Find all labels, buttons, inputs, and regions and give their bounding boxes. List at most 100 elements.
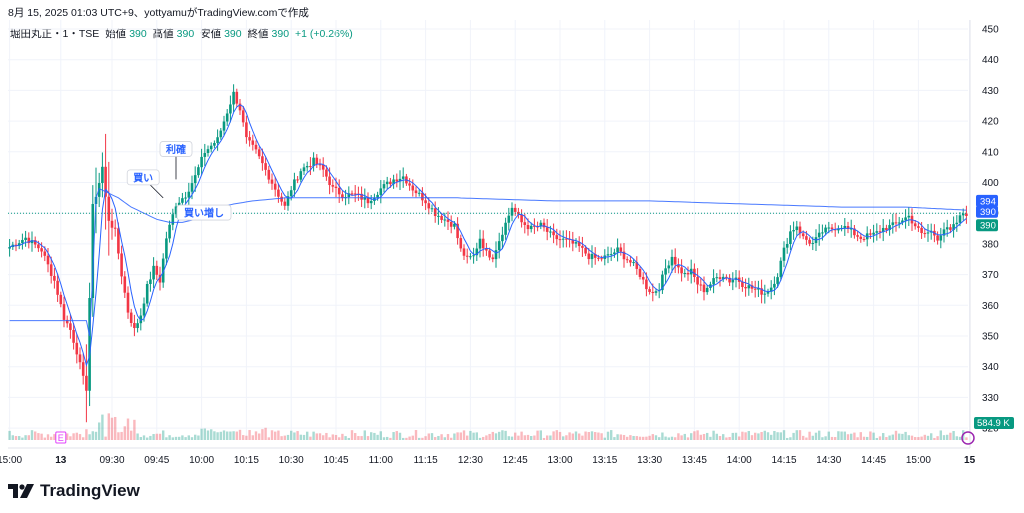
- volume-bar: [498, 431, 501, 440]
- volume-bar: [142, 435, 146, 440]
- volume-bar: [174, 436, 178, 440]
- volume-bar: [459, 432, 462, 440]
- volume-bar: [418, 437, 421, 440]
- symbol-legend[interactable]: 堀田丸正・1・TSE 始値 390 高値 390 安値 390 終値 390 +1 (+…: [10, 26, 356, 41]
- candle-body: [680, 267, 683, 274]
- tradingview-logo[interactable]: TradingView: [8, 481, 140, 501]
- volume-bar: [322, 435, 325, 440]
- candle-body: [277, 189, 280, 197]
- earnings-marker-bg: [55, 431, 67, 444]
- candle-body: [494, 250, 498, 260]
- candle-body: [936, 235, 939, 241]
- x-tick-label: 09:30: [99, 455, 124, 466]
- candle-body: [360, 193, 363, 200]
- candle-body: [302, 167, 306, 172]
- candle-body: [555, 235, 559, 240]
- volume-bar: [341, 433, 344, 440]
- volume-bar: [603, 437, 606, 440]
- candle-body: [472, 255, 475, 257]
- candle-body: [488, 250, 491, 258]
- candle-body: [757, 288, 760, 290]
- candle-body: [232, 91, 235, 105]
- volume-bar: [728, 437, 731, 440]
- candle-body: [661, 274, 664, 291]
- candle-body: [414, 190, 418, 194]
- volume-bar: [485, 435, 488, 440]
- candle-body: [382, 184, 386, 189]
- candle-body: [821, 232, 824, 234]
- volume-bar: [642, 436, 645, 440]
- candle-body: [315, 157, 319, 165]
- candle-body: [421, 192, 424, 201]
- volume-bar: [136, 433, 139, 440]
- volume-bar: [597, 432, 600, 440]
- candle-body: [641, 276, 645, 280]
- candle-body: [171, 214, 175, 225]
- candle-body: [241, 110, 245, 123]
- candle-body: [504, 222, 507, 235]
- candle-body: [433, 208, 437, 216]
- volume-bar: [126, 418, 130, 440]
- annotation-callout: 買い増し: [176, 204, 232, 221]
- candle-body: [328, 176, 331, 186]
- volume-bar: [878, 436, 882, 440]
- volume-bar: [261, 429, 264, 440]
- volume-bar: [171, 437, 174, 440]
- volume-bar: [536, 430, 539, 440]
- candle-body: [952, 224, 955, 230]
- volume-bar: [210, 429, 213, 440]
- volume-bar: [635, 436, 638, 440]
- y-tick-label: 350: [982, 332, 999, 343]
- candle-body: [40, 248, 43, 252]
- volume-bar: [107, 413, 110, 440]
- volume-bar: [392, 432, 395, 440]
- volume-bar: [523, 435, 526, 440]
- volume-bar: [184, 437, 187, 440]
- candle-body: [75, 342, 79, 355]
- candle-body: [481, 238, 485, 249]
- candle-body: [248, 137, 251, 141]
- candle-body: [289, 190, 293, 197]
- symbol-name[interactable]: 堀田丸正・1・TSE: [10, 28, 100, 40]
- candle-body: [942, 229, 946, 236]
- volume-bar: [424, 436, 427, 440]
- volume-bar: [456, 432, 459, 440]
- candle-body: [85, 375, 88, 391]
- candle-body: [465, 255, 469, 257]
- volume-bar: [450, 437, 453, 440]
- candle-body: [37, 244, 40, 249]
- candle-body: [379, 188, 383, 195]
- candle-body: [88, 298, 91, 391]
- candle-body: [161, 258, 165, 283]
- y-tick-label: 450: [982, 25, 999, 36]
- candle-body: [152, 265, 155, 280]
- volume-bar: [946, 434, 949, 440]
- volume-bar: [888, 435, 891, 440]
- volume-bar: [562, 436, 565, 440]
- candle-body: [184, 197, 187, 199]
- volume-bar: [21, 437, 24, 440]
- y-tick-label: 400: [982, 178, 999, 189]
- volume-bar: [85, 429, 88, 440]
- candle-body: [625, 259, 629, 261]
- candle-body: [245, 122, 248, 138]
- volume-bar: [357, 436, 360, 440]
- volume-bar: [110, 417, 114, 440]
- volume-bar: [376, 434, 379, 440]
- candle-body: [958, 215, 962, 223]
- candle-body: [891, 222, 895, 226]
- close-label: 終値: [247, 28, 269, 40]
- volume-bar: [610, 430, 613, 440]
- y-tick-label: 380: [982, 239, 999, 250]
- volume-bar: [411, 435, 414, 440]
- candle-body: [645, 279, 648, 290]
- candle-body: [955, 222, 959, 225]
- volume-bar: [501, 430, 504, 440]
- candle-body: [149, 279, 152, 285]
- candle-body: [587, 253, 591, 260]
- candle-body: [702, 284, 706, 293]
- candle-body: [875, 231, 879, 233]
- candle-body: [683, 272, 687, 274]
- volume-bar: [965, 437, 968, 440]
